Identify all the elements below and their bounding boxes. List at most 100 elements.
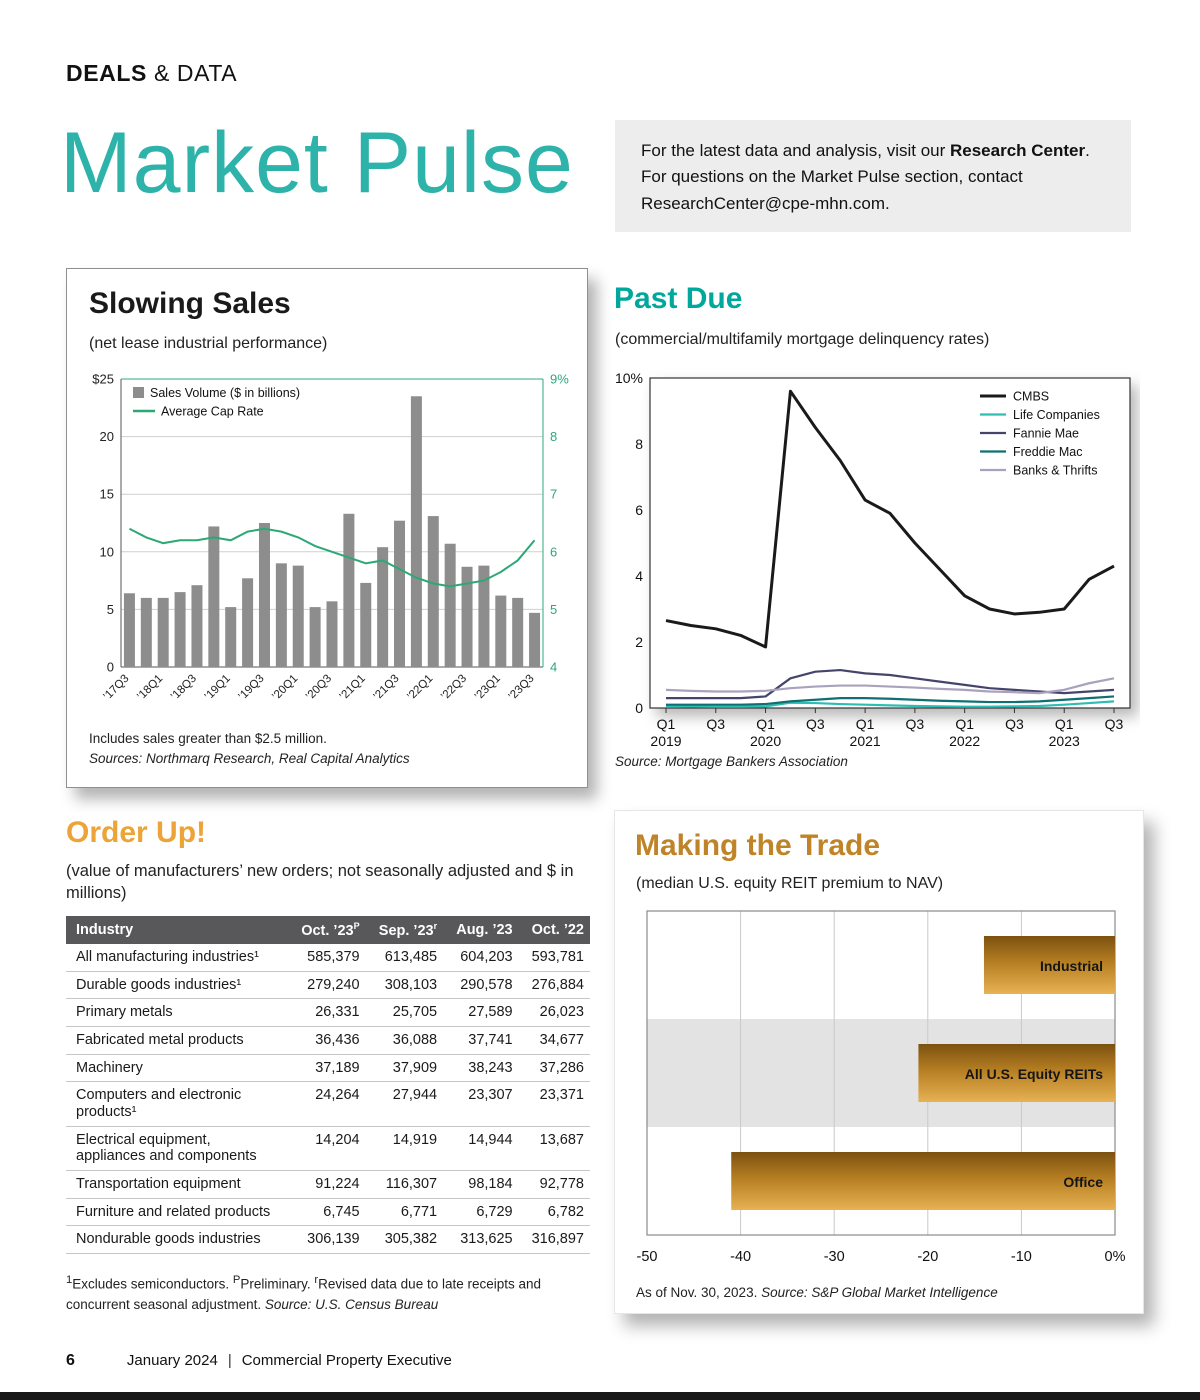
x-axis-year: 2021 [850,733,881,749]
industry-label: Machinery [66,1054,288,1083]
value-cell: 305,382 [365,1225,444,1254]
table-row: Computers and electronic products¹ 24,264… [66,1081,590,1127]
legend-label: CMBS [1013,390,1049,404]
infobox-text-1: For the latest data and analysis, visit … [641,141,950,160]
x-axis-year: 2023 [1049,733,1080,749]
industry-label: Transportation equipment [66,1170,288,1199]
sales-volume-bar [326,601,338,667]
legend-label: Life Companies [1013,408,1100,422]
infobox-bold-research-center: Research Center [950,141,1086,160]
x-axis-tick: Q1 [756,716,775,732]
y-axis-tick: 4 [635,568,643,584]
bar-label: Industrial [1040,958,1103,974]
x-axis-tick: Q1 [955,716,974,732]
x-axis-tick: Q3 [1105,716,1124,732]
x-axis-tick: ’20Q1 [270,673,300,703]
value-cell: 26,023 [518,998,590,1027]
value-cell: 593,781 [518,943,590,972]
sales-volume-bar [529,612,541,667]
value-cell: 14,944 [443,1126,519,1171]
value-cell: 13,687 [518,1126,590,1171]
value-cell: 306,139 [288,1225,366,1254]
sales-volume-bar [140,597,152,667]
sales-volume-bar [478,565,490,667]
past-due-title: Past Due [614,282,743,315]
legend-label: Fannie Mae [1013,427,1079,441]
y-axis-tick: 8 [635,436,643,452]
left-axis-tick: 0 [107,660,114,675]
x-axis-tick: ’21Q3 [371,673,401,703]
table-row: Primary metals 26,331 25,705 27,589 26,023 [66,998,590,1027]
table-row: Transportation equipment 91,224 116,307 98,… [66,1170,590,1199]
sales-volume-bar [495,595,507,667]
value-cell: 34,677 [518,1026,590,1055]
x-axis-tick: Q1 [657,716,676,732]
value-cell: 91,224 [288,1170,366,1199]
x-axis-tick: -30 [824,1249,845,1265]
infobox-text-2: . [1085,141,1090,160]
y-axis-tick: 6 [635,502,643,518]
sales-volume-bar [208,526,220,667]
section-kicker: DEALS & DATA [66,60,237,87]
making-trade-footnote: As of Nov. 30, 2023. Source: S&P Global … [636,1285,998,1300]
slowing-sales-panel: Slowing Sales (net lease industrial perf… [66,268,588,788]
x-axis-tick: ’18Q1 [135,673,165,703]
sales-volume-bar [123,593,135,667]
value-cell: 6,771 [365,1198,444,1227]
order-up-title: Order Up! [66,816,207,849]
slowing-sales-title: Slowing Sales [89,287,291,320]
x-axis-tick: Q3 [706,716,725,732]
left-axis-tick: $25 [92,372,114,387]
sales-volume-bar [343,513,355,667]
contact-email: ResearchCenter@cpe-mhn.com. [641,193,890,213]
sales-volume-bar [191,585,203,667]
industry-label: Primary metals [66,998,288,1027]
table-row: All manufacturing industries¹ 585,379 613,… [66,943,590,972]
infobox-text-3: For questions on the Market Pulse sectio… [641,167,1023,187]
x-axis-tick: Q1 [1055,716,1074,732]
x-axis-tick: ’22Q3 [439,673,469,703]
x-axis-tick: Q3 [1005,716,1024,732]
value-cell: 276,884 [518,971,590,1000]
value-cell: 604,203 [443,943,519,972]
sales-volume-bar [258,523,270,667]
value-cell: 6,729 [443,1198,519,1227]
table-row: Nondurable goods industries 306,139 305,38… [66,1225,590,1254]
order-up-footnote: 1Excludes semiconductors. PPreliminary. … [66,1274,542,1312]
sales-volume-bar [360,582,372,667]
right-axis-tick: 4 [550,660,557,675]
value-cell: 613,485 [365,943,444,972]
value-cell: 37,189 [288,1054,366,1083]
slowing-sales-source: Sources: Northmarq Research, Real Capita… [89,751,410,766]
industry-label: Computers and electronic products¹ [66,1081,288,1127]
cap-rate-line [128,527,536,588]
x-axis-year: 2022 [949,733,980,749]
past-due-subtitle: (commercial/multifamily mortgage delinqu… [615,331,990,348]
value-cell: 6,782 [518,1198,590,1227]
kicker-data: & DATA [146,60,238,86]
industry-label: All manufacturing industries¹ [66,943,288,972]
reit-bar [918,1044,1115,1102]
x-axis-tick: ’23Q3 [506,673,536,703]
left-axis-tick: 20 [100,429,114,444]
sales-volume-bar [309,607,321,667]
x-axis-tick: -40 [730,1249,751,1265]
legend-label: Freddie Mac [1013,445,1082,459]
column-header: Oct. ’23P [288,916,366,944]
table-row: Durable goods industries¹ 279,240 308,103 2… [66,971,590,1000]
footer-brand: Commercial Property Executive [241,1352,452,1369]
sales-volume-bar [410,396,422,667]
industry-label: Durable goods industries¹ [66,971,288,1000]
right-axis-tick: 8 [550,429,557,444]
right-axis-tick: 6 [550,544,557,559]
sales-volume-bar [225,607,237,667]
bottom-edge-bar [0,1392,1200,1400]
value-cell: 23,371 [518,1081,590,1127]
x-axis-tick: -20 [917,1249,938,1265]
x-axis-tick: Q1 [856,716,875,732]
y-axis-tick: 2 [635,634,643,650]
right-axis-tick: 5 [550,602,557,617]
series-line-fannie-mae [666,668,1115,700]
x-axis-tick: Q3 [906,716,925,732]
